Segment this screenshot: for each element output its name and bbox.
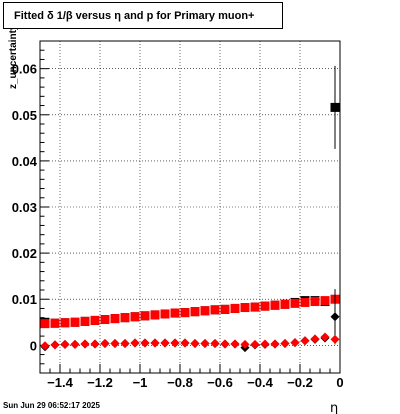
data-point-square [100,315,110,325]
data-point-square [310,297,320,307]
x-tick-label: 0 [336,375,343,390]
data-point-square [270,300,280,310]
data-point-square [190,307,200,317]
data-point-square [290,298,300,308]
data-point-diamond [230,339,240,349]
grid-lines [40,41,340,373]
data-point-diamond [110,338,120,348]
data-point-square [170,308,180,318]
x-tick-label: −0.6 [207,375,233,390]
data-point-square [320,296,330,306]
tick-labels: −1.4 −1.2 −1 −0.8 −0.6 −0.4 −0.2 0 0 0.01 0.02 0.03… [12,62,344,390]
data-point-diamond [270,339,280,349]
data-point-square [140,311,150,321]
data-point-diamond [80,339,90,349]
data-point-square [260,301,270,311]
data-point-square [160,309,170,319]
data-point-square [90,315,100,325]
data-point-diamond [250,339,260,349]
data-point-diamond [190,338,200,348]
data-point-diamond [220,339,230,349]
axis-ticks [39,40,341,374]
chart-title: Fitted δ 1/β versus η and p for Primary … [14,10,255,22]
footer-timestamp: Sun Jun 29 06:52:17 2025 [3,401,100,410]
y-tick-label: 0.06 [12,62,37,77]
data-point-diamond [40,341,50,351]
data-point-square [220,304,230,314]
y-tick-label: 0.05 [12,108,37,123]
data-point-square [70,317,80,327]
data-point-diamond [150,338,160,348]
x-tick-label: −0.4 [247,375,273,390]
data-point-diamond [90,339,100,349]
x-tick-label: −0.8 [167,375,193,390]
y-tick-label: 0.01 [12,292,37,307]
y-tick-label: 0.03 [12,200,37,215]
data-point-square [230,303,240,313]
x-tick-label: −1 [133,375,148,390]
data-point-square [300,297,310,307]
data-point-square [280,299,290,309]
data-point-diamond [300,336,310,346]
title-box: Fitted δ 1/β versus η and p for Primary … [3,2,283,29]
data-point-diamond [310,334,320,344]
data-point-diamond [200,338,210,348]
y-axis-label: z_uncertainty [8,24,19,89]
data-point-square [180,308,190,318]
data-point-diamond [120,338,130,348]
data-point-square [120,313,130,323]
data-marks [40,65,340,353]
x-tick-label: −0.2 [287,375,313,390]
data-point-square [250,302,260,312]
x-tick-label: −1.2 [87,375,113,390]
data-point-square [60,318,70,328]
data-point-diamond [330,334,340,344]
data-point-diamond [280,338,290,348]
data-point-diamond [130,338,140,348]
data-point-diamond [260,339,270,349]
data-point-diamond [210,338,220,348]
data-point-diamond [70,339,80,349]
data-point-square [110,314,120,324]
data-point-diamond [170,338,180,348]
data-point-diamond [320,332,330,342]
data-point-diamond [290,338,300,348]
data-point-square [240,303,250,313]
data-point-diamond [160,338,170,348]
data-point-diamond [60,339,70,349]
x-axis-label: η [330,401,338,414]
data-point-square [80,316,90,326]
data-point-diamond [140,338,150,348]
data-point-diamond [100,338,110,348]
x-tick-label: −1.4 [47,375,73,390]
y-tick-label: 0 [30,338,37,353]
data-point-square [330,102,340,112]
data-point-square [210,305,220,315]
data-point-square [50,318,60,328]
data-point-diamond [180,338,190,348]
data-point-diamond [330,312,340,322]
y-tick-label: 0.02 [12,246,37,261]
data-point-square [150,310,160,320]
data-point-diamond [240,339,250,349]
data-point-diamond [50,340,60,350]
y-tick-label: 0.04 [12,154,38,169]
data-point-square [40,319,50,329]
data-point-square [130,312,140,322]
data-point-square [200,306,210,316]
